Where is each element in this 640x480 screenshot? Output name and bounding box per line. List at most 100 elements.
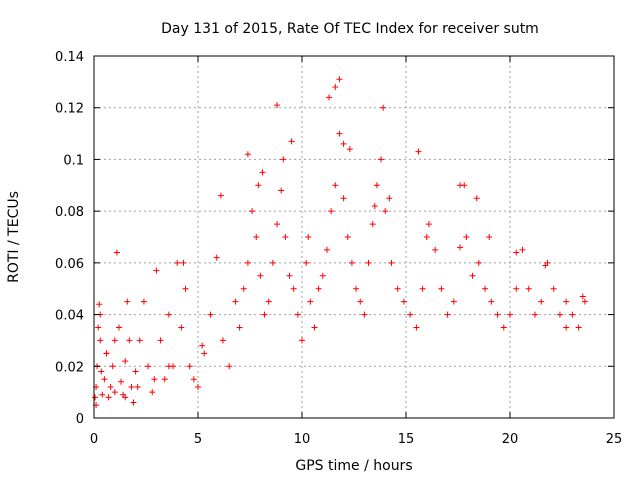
- data-point: [259, 169, 266, 176]
- data-point: [130, 399, 137, 406]
- y-tick-label: 0.06: [55, 257, 84, 272]
- data-point: [425, 221, 432, 228]
- data-point: [111, 389, 118, 396]
- data-point: [336, 130, 343, 137]
- data-point: [182, 285, 189, 292]
- data-point: [469, 272, 476, 279]
- data-point: [305, 234, 312, 240]
- data-point: [569, 311, 576, 318]
- data-point: [105, 394, 112, 401]
- data-point: [199, 342, 206, 349]
- data-point: [473, 195, 480, 202]
- data-point: [145, 363, 152, 370]
- data-point: [157, 337, 164, 344]
- data-point: [278, 187, 285, 194]
- data-point: [315, 285, 322, 292]
- data-point: [353, 285, 360, 292]
- data-point: [217, 192, 224, 199]
- data-point: [357, 298, 364, 305]
- data-point: [525, 285, 532, 292]
- data-point: [400, 298, 407, 305]
- data-point: [303, 259, 310, 266]
- y-tick-label: 0.02: [55, 360, 84, 375]
- x-tick-label: 15: [398, 432, 415, 447]
- data-point: [207, 311, 214, 318]
- data-point: [280, 156, 287, 163]
- y-tick-label: 0.14: [55, 50, 84, 65]
- data-point: [413, 324, 420, 331]
- data-point: [340, 140, 347, 147]
- data-point: [373, 182, 380, 189]
- data-point: [132, 368, 139, 375]
- data-point: [579, 293, 586, 300]
- data-point: [96, 301, 103, 308]
- data-point: [513, 249, 520, 256]
- data-point: [575, 324, 582, 331]
- data-point: [346, 146, 353, 153]
- data-point: [115, 324, 122, 331]
- data-point: [556, 311, 563, 318]
- data-point: [213, 254, 220, 261]
- y-tick-label: 0.04: [55, 309, 84, 324]
- data-point: [134, 383, 141, 390]
- data-point: [380, 104, 387, 111]
- data-point: [282, 234, 289, 240]
- data-point: [332, 84, 339, 91]
- data-point: [118, 378, 125, 385]
- data-point: [111, 337, 118, 344]
- data-point: [151, 376, 158, 383]
- x-tick-label: 0: [90, 432, 98, 447]
- data-point: [438, 285, 445, 292]
- data-point: [107, 383, 114, 390]
- data-point: [244, 151, 251, 158]
- data-point: [288, 138, 295, 145]
- data-point: [507, 311, 513, 318]
- data-point: [563, 298, 570, 305]
- data-point: [128, 383, 135, 390]
- data-point: [513, 285, 520, 292]
- x-tick-label: 20: [502, 432, 519, 447]
- y-tick-label: 0.12: [55, 102, 84, 117]
- data-point: [232, 298, 239, 305]
- data-point: [124, 298, 131, 305]
- data-point: [450, 298, 457, 305]
- data-point: [581, 298, 588, 305]
- data-point: [122, 358, 129, 365]
- y-tick-label: 0.08: [55, 205, 84, 220]
- data-point: [394, 285, 401, 292]
- data-point: [457, 244, 464, 251]
- data-point: [174, 259, 181, 266]
- data-point: [92, 394, 99, 401]
- data-point: [482, 285, 489, 292]
- data-point: [500, 324, 507, 331]
- data-point: [140, 298, 147, 305]
- data-point: [531, 311, 538, 318]
- data-point: [274, 102, 281, 109]
- data-point: [98, 368, 105, 375]
- data-point: [463, 234, 470, 240]
- data-point: [365, 259, 372, 266]
- data-point: [161, 376, 168, 383]
- data-point: [195, 383, 201, 390]
- data-point: [97, 337, 104, 344]
- data-point: [348, 259, 355, 266]
- data-point: [236, 324, 243, 331]
- data-point: [149, 389, 156, 396]
- data-point: [99, 391, 106, 398]
- data-point: [101, 376, 108, 383]
- data-point: [244, 259, 251, 266]
- data-points: [92, 76, 588, 409]
- data-point: [444, 311, 451, 318]
- data-point: [226, 363, 233, 370]
- data-point: [423, 234, 430, 240]
- data-point: [382, 208, 389, 215]
- data-point: [180, 259, 187, 266]
- y-axis-label: ROTI / TECUs: [6, 191, 22, 283]
- data-point: [294, 311, 301, 318]
- data-point: [95, 324, 102, 331]
- data-point: [519, 246, 526, 253]
- data-point: [265, 298, 272, 305]
- data-point: [542, 262, 549, 269]
- data-point: [486, 234, 493, 240]
- y-axis-ticks: 0 0.02 0.04 0.06 0.08 0.1 0.12 0.14: [55, 50, 614, 427]
